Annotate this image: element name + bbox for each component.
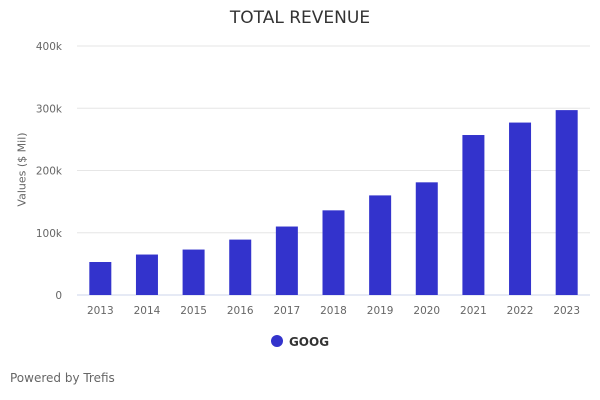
- x-tick-label: 2023: [553, 305, 580, 317]
- bar-2020: [415, 182, 438, 295]
- y-tick-label: 100k: [36, 228, 63, 240]
- legend[interactable]: GOOG: [0, 335, 600, 349]
- bar-2023: [555, 110, 578, 296]
- bar-2019: [369, 195, 392, 295]
- y-tick-label: 200k: [36, 166, 63, 178]
- chart-title: TOTAL REVENUE: [229, 8, 371, 28]
- bar-2018: [322, 210, 345, 295]
- x-tick-label: 2021: [460, 305, 487, 317]
- bar-2015: [182, 249, 205, 295]
- x-tick-label: 2016: [227, 305, 254, 317]
- x-tick-label: 2013: [87, 305, 114, 317]
- y-tick-label: 0: [55, 290, 62, 302]
- bar-2014: [135, 254, 158, 295]
- bar-2022: [509, 122, 532, 295]
- y-tick-label: 400k: [36, 41, 63, 53]
- x-tick-label: 2017: [273, 305, 300, 317]
- x-tick-label: 2014: [134, 305, 161, 317]
- x-tick-label: 2022: [507, 305, 534, 317]
- powered-by-credit[interactable]: Powered by Trefis: [10, 371, 115, 385]
- y-tick-label: 300k: [36, 103, 63, 115]
- bar-2013: [89, 262, 112, 295]
- legend-marker: [270, 335, 283, 347]
- bar-2021: [462, 135, 485, 295]
- bar-2016: [229, 239, 252, 295]
- x-tick-label: 2019: [367, 305, 394, 317]
- bar-2017: [275, 226, 298, 295]
- x-tick-label: 2015: [180, 305, 207, 317]
- legend-label: GOOG: [288, 335, 330, 349]
- x-tick-label: 2018: [320, 305, 347, 317]
- x-tick-label: 2020: [413, 305, 440, 317]
